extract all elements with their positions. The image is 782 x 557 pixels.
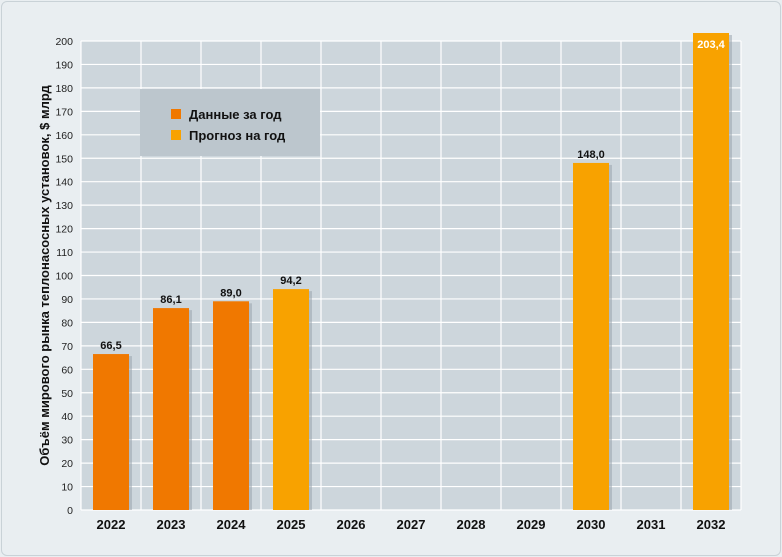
bar-2030	[573, 162, 609, 510]
bar-2024	[213, 301, 249, 510]
y-tick-label: 110	[56, 247, 73, 259]
legend-swatch-forecast	[171, 130, 181, 140]
legend-label-actual: Данные за год	[189, 107, 282, 122]
y-tick-label: 130	[55, 200, 73, 212]
data-label-2030: 148,0	[577, 149, 605, 161]
x-tick-label: 2029	[517, 517, 546, 532]
bar-2025	[273, 289, 309, 510]
data-label-2024: 89,0	[220, 287, 241, 299]
legend-label-forecast: Прогноз на год	[189, 128, 286, 143]
x-tick-label: 2028	[457, 517, 486, 532]
y-tick-label: 60	[61, 364, 73, 376]
y-axis-ticks: 0 10 20 30 40 50 60 70 80 90 100 110 120 130 140 150 160…	[55, 36, 73, 517]
x-tick-label: 2022	[97, 517, 126, 532]
legend: Данные за год Прогноз на год	[140, 89, 320, 156]
y-tick-label: 200	[55, 36, 73, 48]
bar-2023	[153, 308, 189, 510]
y-tick-label: 80	[61, 317, 73, 329]
y-tick-label: 140	[55, 177, 73, 189]
legend-box	[140, 89, 320, 156]
y-axis-label: Объём мирового рынка теплонасосных устан…	[37, 85, 52, 466]
y-tick-label: 120	[55, 224, 73, 236]
y-tick-label: 20	[61, 458, 73, 470]
y-tick-label: 160	[55, 130, 73, 142]
data-labels: 66,5 86,1 89,0 94,2 148,0 203,4	[100, 39, 725, 352]
x-tick-label: 2032	[697, 517, 726, 532]
y-tick-label: 30	[61, 435, 73, 447]
bar-2022	[93, 354, 129, 510]
y-tick-label: 100	[55, 271, 73, 283]
x-tick-label: 2024	[217, 517, 247, 532]
x-tick-label: 2031	[637, 517, 666, 532]
x-tick-label: 2023	[157, 517, 186, 532]
legend-swatch-actual	[171, 109, 181, 119]
x-tick-label: 2025	[277, 517, 306, 532]
y-tick-label: 190	[55, 59, 73, 71]
bar-2032	[693, 33, 729, 510]
x-tick-label: 2030	[577, 517, 606, 532]
x-tick-label: 2027	[397, 517, 426, 532]
y-tick-label: 50	[61, 388, 73, 400]
data-label-2032: 203,4	[697, 39, 725, 51]
x-tick-label: 2026	[337, 517, 366, 532]
y-tick-label: 180	[55, 83, 73, 95]
x-axis-ticks: 2022 2023 2024 2025 2026 2027 2028 2029 2030 2031…	[97, 517, 726, 532]
y-tick-label: 0	[67, 505, 73, 517]
y-tick-label: 170	[55, 106, 73, 118]
y-tick-label: 40	[61, 411, 73, 423]
y-tick-label: 150	[55, 153, 73, 165]
y-tick-label: 90	[61, 294, 73, 306]
data-label-2025: 94,2	[280, 275, 301, 287]
data-label-2022: 66,5	[100, 340, 121, 352]
y-tick-label: 10	[61, 482, 73, 494]
data-label-2023: 86,1	[160, 294, 181, 306]
y-tick-label: 70	[61, 341, 73, 353]
bars	[93, 33, 732, 510]
